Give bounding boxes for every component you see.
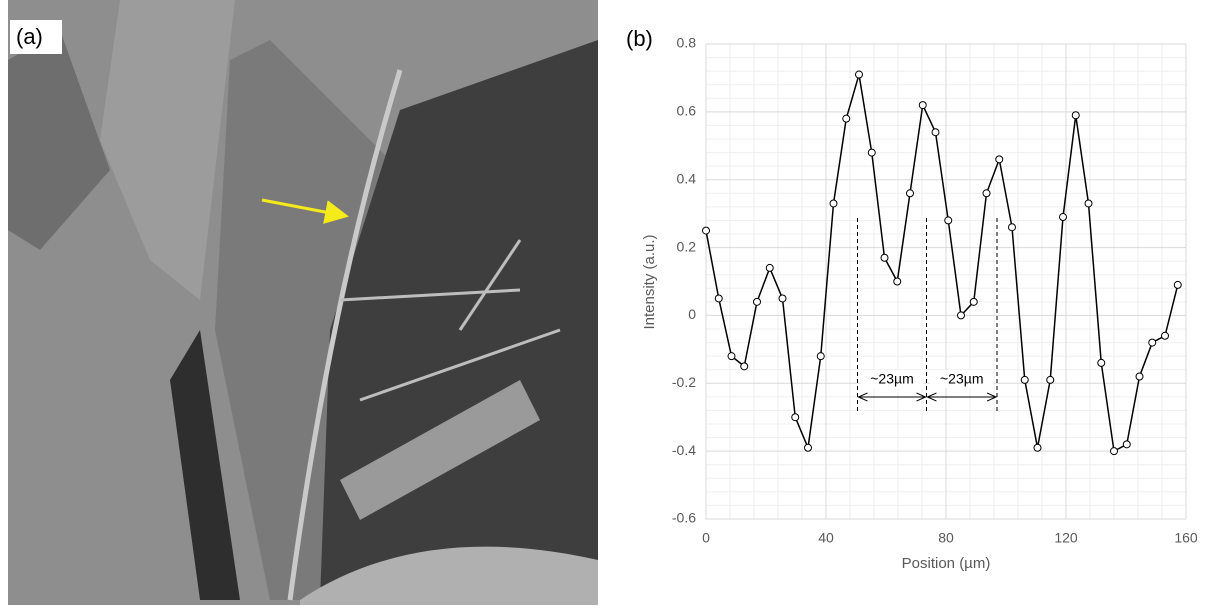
data-point bbox=[1033, 443, 1042, 452]
panel-label: (b) bbox=[626, 26, 653, 51]
data-point bbox=[982, 189, 991, 198]
y-tick-label: -0.6 bbox=[672, 510, 696, 526]
annotation-bg bbox=[860, 370, 924, 388]
data-point bbox=[944, 216, 953, 225]
data-point bbox=[1008, 223, 1016, 232]
data-point bbox=[1046, 375, 1055, 384]
panel-label: (a) bbox=[16, 24, 43, 49]
data-point bbox=[969, 297, 978, 306]
x-tick-label: 80 bbox=[938, 530, 954, 546]
y-tick-label: -0.4 bbox=[672, 442, 696, 458]
y-tick-label: 0.2 bbox=[677, 238, 697, 254]
x-axis-label: Position (µm) bbox=[902, 555, 991, 572]
data-point bbox=[1020, 375, 1029, 384]
data-point bbox=[740, 362, 749, 371]
x-tick-label: 160 bbox=[1174, 530, 1198, 546]
data-point bbox=[1122, 440, 1131, 449]
data-point bbox=[1148, 338, 1157, 347]
data-point bbox=[842, 114, 851, 123]
data-point bbox=[867, 148, 876, 157]
data-point bbox=[1071, 111, 1080, 120]
data-point bbox=[1173, 280, 1182, 289]
data-point bbox=[1059, 213, 1067, 222]
data-point bbox=[753, 297, 761, 306]
y-axis-label: Intensity (a.u.) bbox=[641, 234, 658, 329]
data-point bbox=[714, 294, 723, 303]
data-point bbox=[1110, 447, 1118, 456]
y-tick-label: 0 bbox=[688, 306, 696, 322]
data-point bbox=[791, 413, 800, 422]
x-tick-label: 40 bbox=[818, 530, 834, 546]
annotation-bg bbox=[929, 370, 994, 388]
x-tick-label: 0 bbox=[702, 530, 710, 546]
data-point bbox=[880, 253, 889, 262]
data-point bbox=[727, 352, 736, 361]
y-tick-label: 0.8 bbox=[677, 35, 697, 51]
data-point bbox=[1135, 372, 1144, 381]
data-point bbox=[1084, 199, 1093, 208]
y-tick-label: -0.2 bbox=[672, 374, 696, 390]
y-tick-label: 0.4 bbox=[677, 170, 697, 186]
data-point bbox=[702, 226, 710, 235]
data-point bbox=[1161, 331, 1169, 340]
data-point bbox=[957, 311, 965, 320]
data-point bbox=[855, 70, 863, 79]
data-point bbox=[1097, 358, 1106, 367]
data-point bbox=[765, 263, 774, 272]
data-point bbox=[931, 128, 940, 137]
data-point bbox=[829, 199, 838, 208]
data-line bbox=[705, 74, 1179, 453]
micrograph bbox=[8, 0, 598, 605]
annotation-label: ~23µm bbox=[870, 371, 913, 387]
data-point bbox=[906, 189, 914, 198]
annotation-label: ~23µm bbox=[940, 371, 983, 387]
data-point bbox=[816, 352, 825, 361]
y-tick-label: 0.6 bbox=[677, 103, 697, 119]
data-point bbox=[995, 155, 1004, 164]
x-tick-label: 120 bbox=[1054, 530, 1078, 546]
data-point bbox=[918, 101, 927, 110]
data-point bbox=[804, 443, 812, 452]
data-point bbox=[893, 277, 902, 286]
data-point bbox=[778, 294, 787, 303]
